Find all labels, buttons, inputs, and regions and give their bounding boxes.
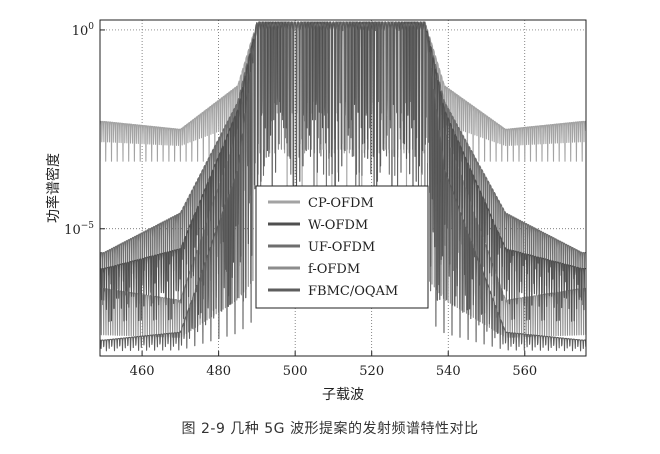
series-line-uf-ofdm bbox=[100, 21, 586, 306]
series-line-fbmc-oqam bbox=[100, 21, 586, 352]
legend: CP-OFDM W-OFDM UF-OFDM f-OFDM FBMC/OQAM bbox=[255, 185, 429, 309]
legend-label: W-OFDM bbox=[308, 218, 368, 233]
x-tick-label: 500 bbox=[283, 364, 308, 379]
x-tick-label: 520 bbox=[359, 364, 384, 379]
x-tick-label: 540 bbox=[436, 364, 461, 379]
legend-label: UF-OFDM bbox=[308, 240, 375, 255]
y-tick-label: 10−5 bbox=[64, 221, 94, 238]
legend-label: CP-OFDM bbox=[308, 196, 374, 211]
tick-layer: 460 480 500 520 540 560 100 10−5 bbox=[64, 22, 537, 379]
legend-label: FBMC/OQAM bbox=[308, 284, 398, 299]
x-tick-label: 480 bbox=[206, 364, 231, 379]
figure-caption: 图 2-9 几种 5G 波形提案的发射频谱特性对比 bbox=[181, 421, 479, 437]
series-layer bbox=[100, 21, 586, 352]
y-axis-title: 功率谱密度 bbox=[45, 153, 62, 223]
legend-label: f-OFDM bbox=[308, 262, 360, 277]
plot-frame bbox=[99, 19, 587, 357]
x-tick-label: 460 bbox=[130, 364, 155, 379]
y-tick-label: 100 bbox=[72, 22, 95, 39]
x-tick-label: 560 bbox=[512, 364, 537, 379]
x-axis-title: 子载波 bbox=[322, 387, 364, 403]
